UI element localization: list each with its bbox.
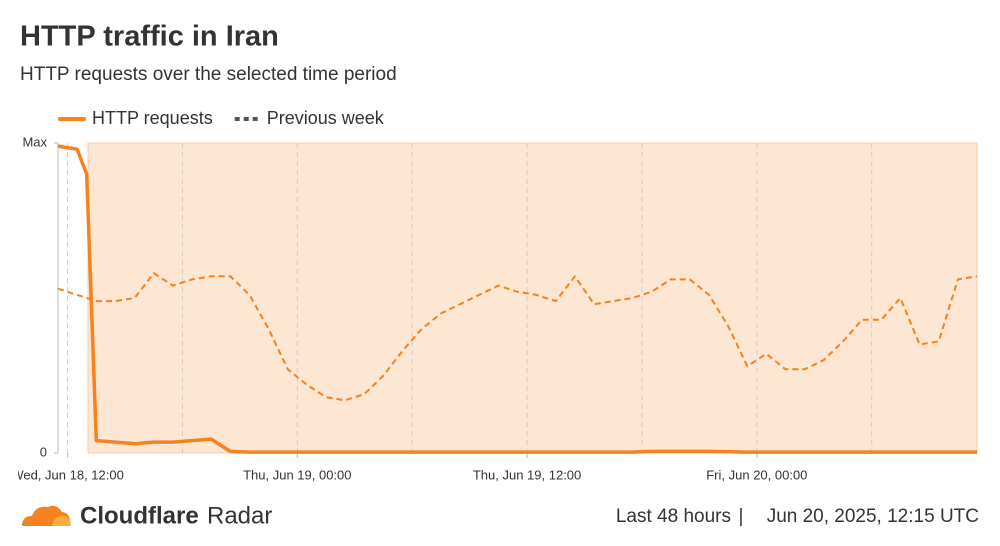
y-tick-label: Max [22,134,47,149]
logo [22,505,71,526]
highlight-region [87,142,978,454]
x-tick-label: Thu, Jun 19, 12:00 [473,467,581,482]
series-line [57,272,978,402]
timestamp: Jun 20, 2025, 12:15 UTC [767,506,979,527]
separator: | [739,506,744,527]
series-line [57,144,977,454]
y-tick-label: 0 [40,444,47,459]
x-axis-labels: Wed, Jun 18, 12:00 Thu, Jun 19, 00:00 Thu,… [11,467,807,482]
legend-label: Previous week [267,108,385,128]
x-tick-label: Wed, Jun 18, 12:00 [11,467,124,482]
brand-name: Cloudflare [80,502,199,529]
x-tick-label: Fri, Jun 20, 00:00 [706,467,807,482]
x-tick-label: Thu, Jun 19, 00:00 [243,467,351,482]
time-range: Last 48 hours [616,506,731,527]
chart-subtitle: HTTP requests over the selected time per… [20,64,397,85]
product-name: Radar [207,502,272,529]
chart-title: HTTP traffic in Iran [20,21,279,53]
legend-label: HTTP requests [92,108,213,128]
